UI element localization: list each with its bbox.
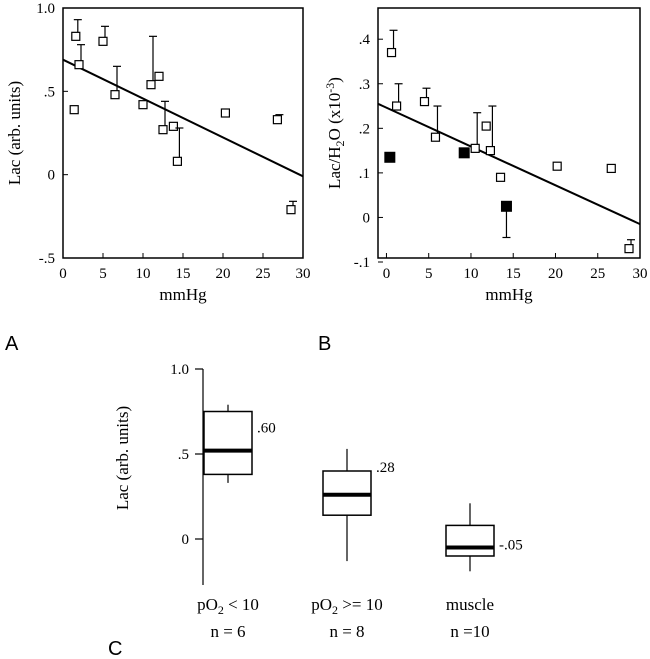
- group-label-c: pO2 < 10: [197, 595, 259, 617]
- open-data-point-b: [485, 145, 496, 156]
- data-point-a: [69, 105, 79, 115]
- data-point-a: [110, 90, 120, 100]
- x-tick-label-b: 5: [425, 266, 433, 282]
- panel-label-b: B: [318, 333, 331, 355]
- y-tick-label-b: -.1: [354, 255, 370, 271]
- data-point-a: [74, 60, 84, 70]
- y-axis-label-a: Lac (arb. units): [5, 81, 24, 185]
- value-label-c: .60: [257, 421, 276, 437]
- open-data-point-b: [624, 244, 634, 254]
- y-axis-label-b: Lac/H2O (x10-3): [323, 77, 347, 189]
- box-c: [203, 410, 253, 476]
- y-tick-label-b: .1: [359, 166, 370, 182]
- x-tick-label-b: 20: [548, 266, 563, 282]
- x-tick-label-a: 0: [59, 266, 67, 282]
- y-tick-label-a: 1.0: [36, 1, 55, 17]
- n-label-c: n = 8: [329, 622, 364, 641]
- x-axis-label-a: mmHg: [159, 285, 207, 304]
- y-tick-label-a: -.5: [39, 251, 55, 267]
- data-point-a: [172, 156, 182, 166]
- filled-data-point-b: [500, 200, 512, 212]
- value-label-c: .28: [376, 460, 395, 476]
- filled-data-point-b: [384, 151, 396, 163]
- x-tick-label-a: 15: [176, 266, 191, 282]
- x-tick-label-a: 10: [136, 266, 151, 282]
- x-tick-label-b: 25: [590, 266, 605, 282]
- box-c: [445, 524, 495, 557]
- open-data-point-b: [430, 132, 441, 142]
- y-tick-label-a: .5: [44, 84, 55, 100]
- data-point-a: [168, 121, 178, 131]
- data-point-a: [220, 108, 230, 118]
- x-tick-label-b: 10: [463, 266, 478, 282]
- data-point-a: [286, 205, 296, 215]
- y-tick-label-c: 1.0: [170, 362, 189, 378]
- x-axis-label-b: mmHg: [485, 285, 533, 304]
- open-data-point-b: [391, 101, 402, 111]
- x-tick-label-b: 30: [633, 266, 648, 282]
- y-axis-label-c: Lac (arb. units): [113, 406, 132, 510]
- y-tick-label-b: .4: [359, 32, 371, 48]
- group-label-c: pO2 >= 10: [311, 595, 382, 617]
- data-point-a: [272, 115, 282, 125]
- value-label-c: -.05: [499, 538, 523, 554]
- panel-c: 1.0 .5 0 Lac (arb. units) .60 pO2 < 10 n = 6 .2…: [108, 362, 523, 659]
- fit-line-a: [62, 58, 304, 178]
- group-label-c: muscle: [446, 595, 494, 614]
- panel-label-a: A: [5, 333, 19, 355]
- x-tick-label-a: 5: [99, 266, 107, 282]
- open-data-point-b: [481, 121, 491, 131]
- open-data-point-b: [470, 143, 480, 153]
- x-tick-label-b: 0: [383, 266, 391, 282]
- y-tick-label-a: 0: [48, 168, 56, 184]
- open-data-point-b: [386, 47, 397, 58]
- y-tick-label-b: 0: [363, 210, 371, 226]
- data-point-a: [71, 31, 81, 41]
- y-tick-label-b: .2: [359, 121, 370, 137]
- n-label-c: n =10: [450, 622, 489, 641]
- open-data-point-b: [552, 161, 562, 171]
- data-point-a: [158, 125, 168, 135]
- open-data-point-b: [606, 163, 616, 174]
- filled-data-point-b: [458, 147, 470, 159]
- x-tick-label-a: 20: [216, 266, 231, 282]
- data-point-a: [154, 71, 164, 81]
- x-tick-label-a: 30: [296, 266, 311, 282]
- data-point-a: [138, 100, 148, 110]
- data-point-a: [146, 80, 156, 90]
- fit-line-b: [377, 102, 641, 226]
- y-tick-label-b: .3: [359, 77, 370, 93]
- panel-label-c: C: [108, 638, 122, 659]
- plot-frame-b: [377, 7, 641, 259]
- y-tick-label-c: 0: [182, 532, 190, 548]
- panel-b: 0 5 10 15 20 25 30 .4 .3 .2 .1 0 -.1 mmHg Lac/H2O (x10…: [318, 7, 648, 355]
- open-data-point-b: [419, 96, 430, 107]
- open-data-point-b: [495, 172, 506, 182]
- data-point-a: [98, 36, 108, 46]
- y-tick-label-c: .5: [178, 447, 189, 463]
- n-label-c: n = 6: [210, 622, 245, 641]
- x-tick-label-a: 25: [256, 266, 271, 282]
- x-tick-label-b: 15: [506, 266, 521, 282]
